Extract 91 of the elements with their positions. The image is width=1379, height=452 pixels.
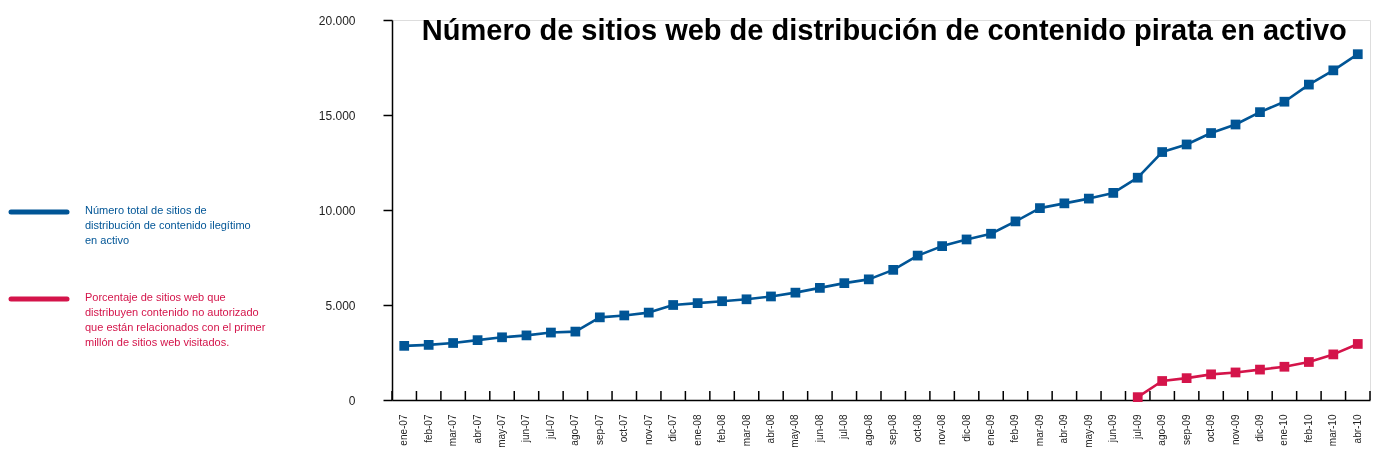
x-tick-label: ago-09: [1156, 414, 1168, 446]
x-tick-label: oct-09: [1205, 414, 1217, 443]
x-tick-label: abr-09: [1058, 414, 1070, 444]
point: [1206, 369, 1216, 380]
x-tick-label: mar-08: [740, 414, 752, 447]
point: [741, 294, 752, 305]
point: [1157, 147, 1168, 157]
x-tick-label: ago-08: [862, 414, 874, 446]
point: [1255, 364, 1265, 375]
x-tick-label: oct-07: [618, 414, 630, 443]
x-tick-label: nov-07: [642, 414, 654, 446]
point: [912, 250, 923, 261]
x-tick-label: may-07: [496, 414, 508, 448]
point: [1181, 373, 1192, 384]
x-tick-label: nov-08: [936, 414, 948, 446]
x-tick-label: sep-07: [593, 414, 605, 446]
y-tick-label: 15.000: [318, 108, 356, 123]
x-tick-label: may-09: [1082, 414, 1094, 448]
x-tick-label: ene-07: [398, 414, 410, 446]
x-tick-label: ago-07: [569, 414, 581, 446]
point: [497, 332, 507, 343]
point: [839, 278, 850, 289]
point: [937, 241, 947, 251]
text: Número total de sitios de distribución de contenido ilegítimo en activo: [85, 204, 251, 246]
point: [888, 264, 899, 275]
point: [1035, 203, 1045, 213]
x-tick-label: jun-07: [520, 414, 532, 444]
x-tick-label: sep-08: [887, 414, 899, 446]
x-tick-label: mar-10: [1327, 414, 1339, 447]
point: [1279, 361, 1290, 372]
point: [1352, 49, 1363, 60]
x-tick-label: sep-09: [1180, 414, 1192, 446]
point: [815, 283, 825, 293]
y-tick-label: 10.000: [318, 203, 356, 218]
x-tick-label: abr-07: [471, 414, 483, 444]
x-tick-label: feb-09: [1009, 414, 1021, 443]
x-tick-label: nov-09: [1229, 414, 1241, 446]
x-tick-label: dic-08: [960, 414, 972, 442]
x-tick-label: ene-09: [985, 414, 997, 446]
point: [1328, 349, 1339, 360]
x-tick-label: jul-08: [838, 414, 850, 440]
point: [472, 335, 483, 346]
x-tick-label: mar-07: [447, 414, 459, 447]
x-tick-label: ene-10: [1278, 414, 1290, 446]
point: [1304, 357, 1314, 367]
x-tick-label: jun-09: [1107, 414, 1119, 444]
point: [1083, 193, 1094, 204]
point: [717, 296, 727, 307]
x-tick-label: dic-07: [667, 414, 679, 442]
x-tick-label: abr-08: [764, 414, 776, 444]
x-tick-label: jun-08: [813, 414, 825, 444]
point: [1304, 79, 1314, 90]
x-tick-label: feb-10: [1302, 414, 1314, 443]
point: [643, 307, 654, 318]
point: [790, 287, 801, 298]
x-tick-label: feb-08: [716, 414, 728, 443]
x-tick-label: ene-08: [691, 414, 703, 446]
point: [766, 291, 776, 302]
point: [986, 228, 996, 239]
point: [1352, 339, 1363, 349]
point: [692, 298, 703, 308]
x-tick-label: dic-09: [1253, 414, 1265, 442]
x-tick-label: mar-09: [1033, 414, 1045, 447]
point: [1059, 198, 1070, 209]
point: [1132, 392, 1143, 403]
point: [1328, 65, 1339, 76]
text: Porcentaje de sitios web que distribuyen contenido no autorizado que están relacionados con el primer millón de sitios web visitados.: [85, 291, 266, 348]
point: [1255, 107, 1265, 118]
x-tick-label: oct-08: [911, 414, 923, 443]
chart-title: Número de sitios web de distribución de contenido pirata en activo: [421, 14, 1347, 46]
point: [619, 310, 630, 321]
point: [546, 327, 556, 338]
x-tick-label: jul-07: [544, 414, 556, 440]
point: [1206, 128, 1216, 138]
point: [863, 274, 874, 285]
x-tick-label: feb-07: [422, 414, 434, 443]
point: [1279, 96, 1290, 107]
point: [1132, 172, 1143, 183]
point: [594, 312, 605, 323]
y-tick-label: 5.000: [325, 298, 356, 313]
y-tick-label: 0: [348, 393, 356, 408]
x-tick-label: abr-10: [1351, 414, 1363, 444]
point: [399, 340, 410, 351]
point: [448, 338, 458, 348]
x-tick-label: jul-09: [1131, 414, 1143, 440]
x-tick-label: may-08: [789, 414, 801, 448]
point: [668, 300, 679, 310]
y-tick-label: 20.000: [318, 13, 356, 28]
point: [1157, 376, 1168, 386]
point: [1108, 188, 1119, 198]
point: [423, 340, 434, 350]
